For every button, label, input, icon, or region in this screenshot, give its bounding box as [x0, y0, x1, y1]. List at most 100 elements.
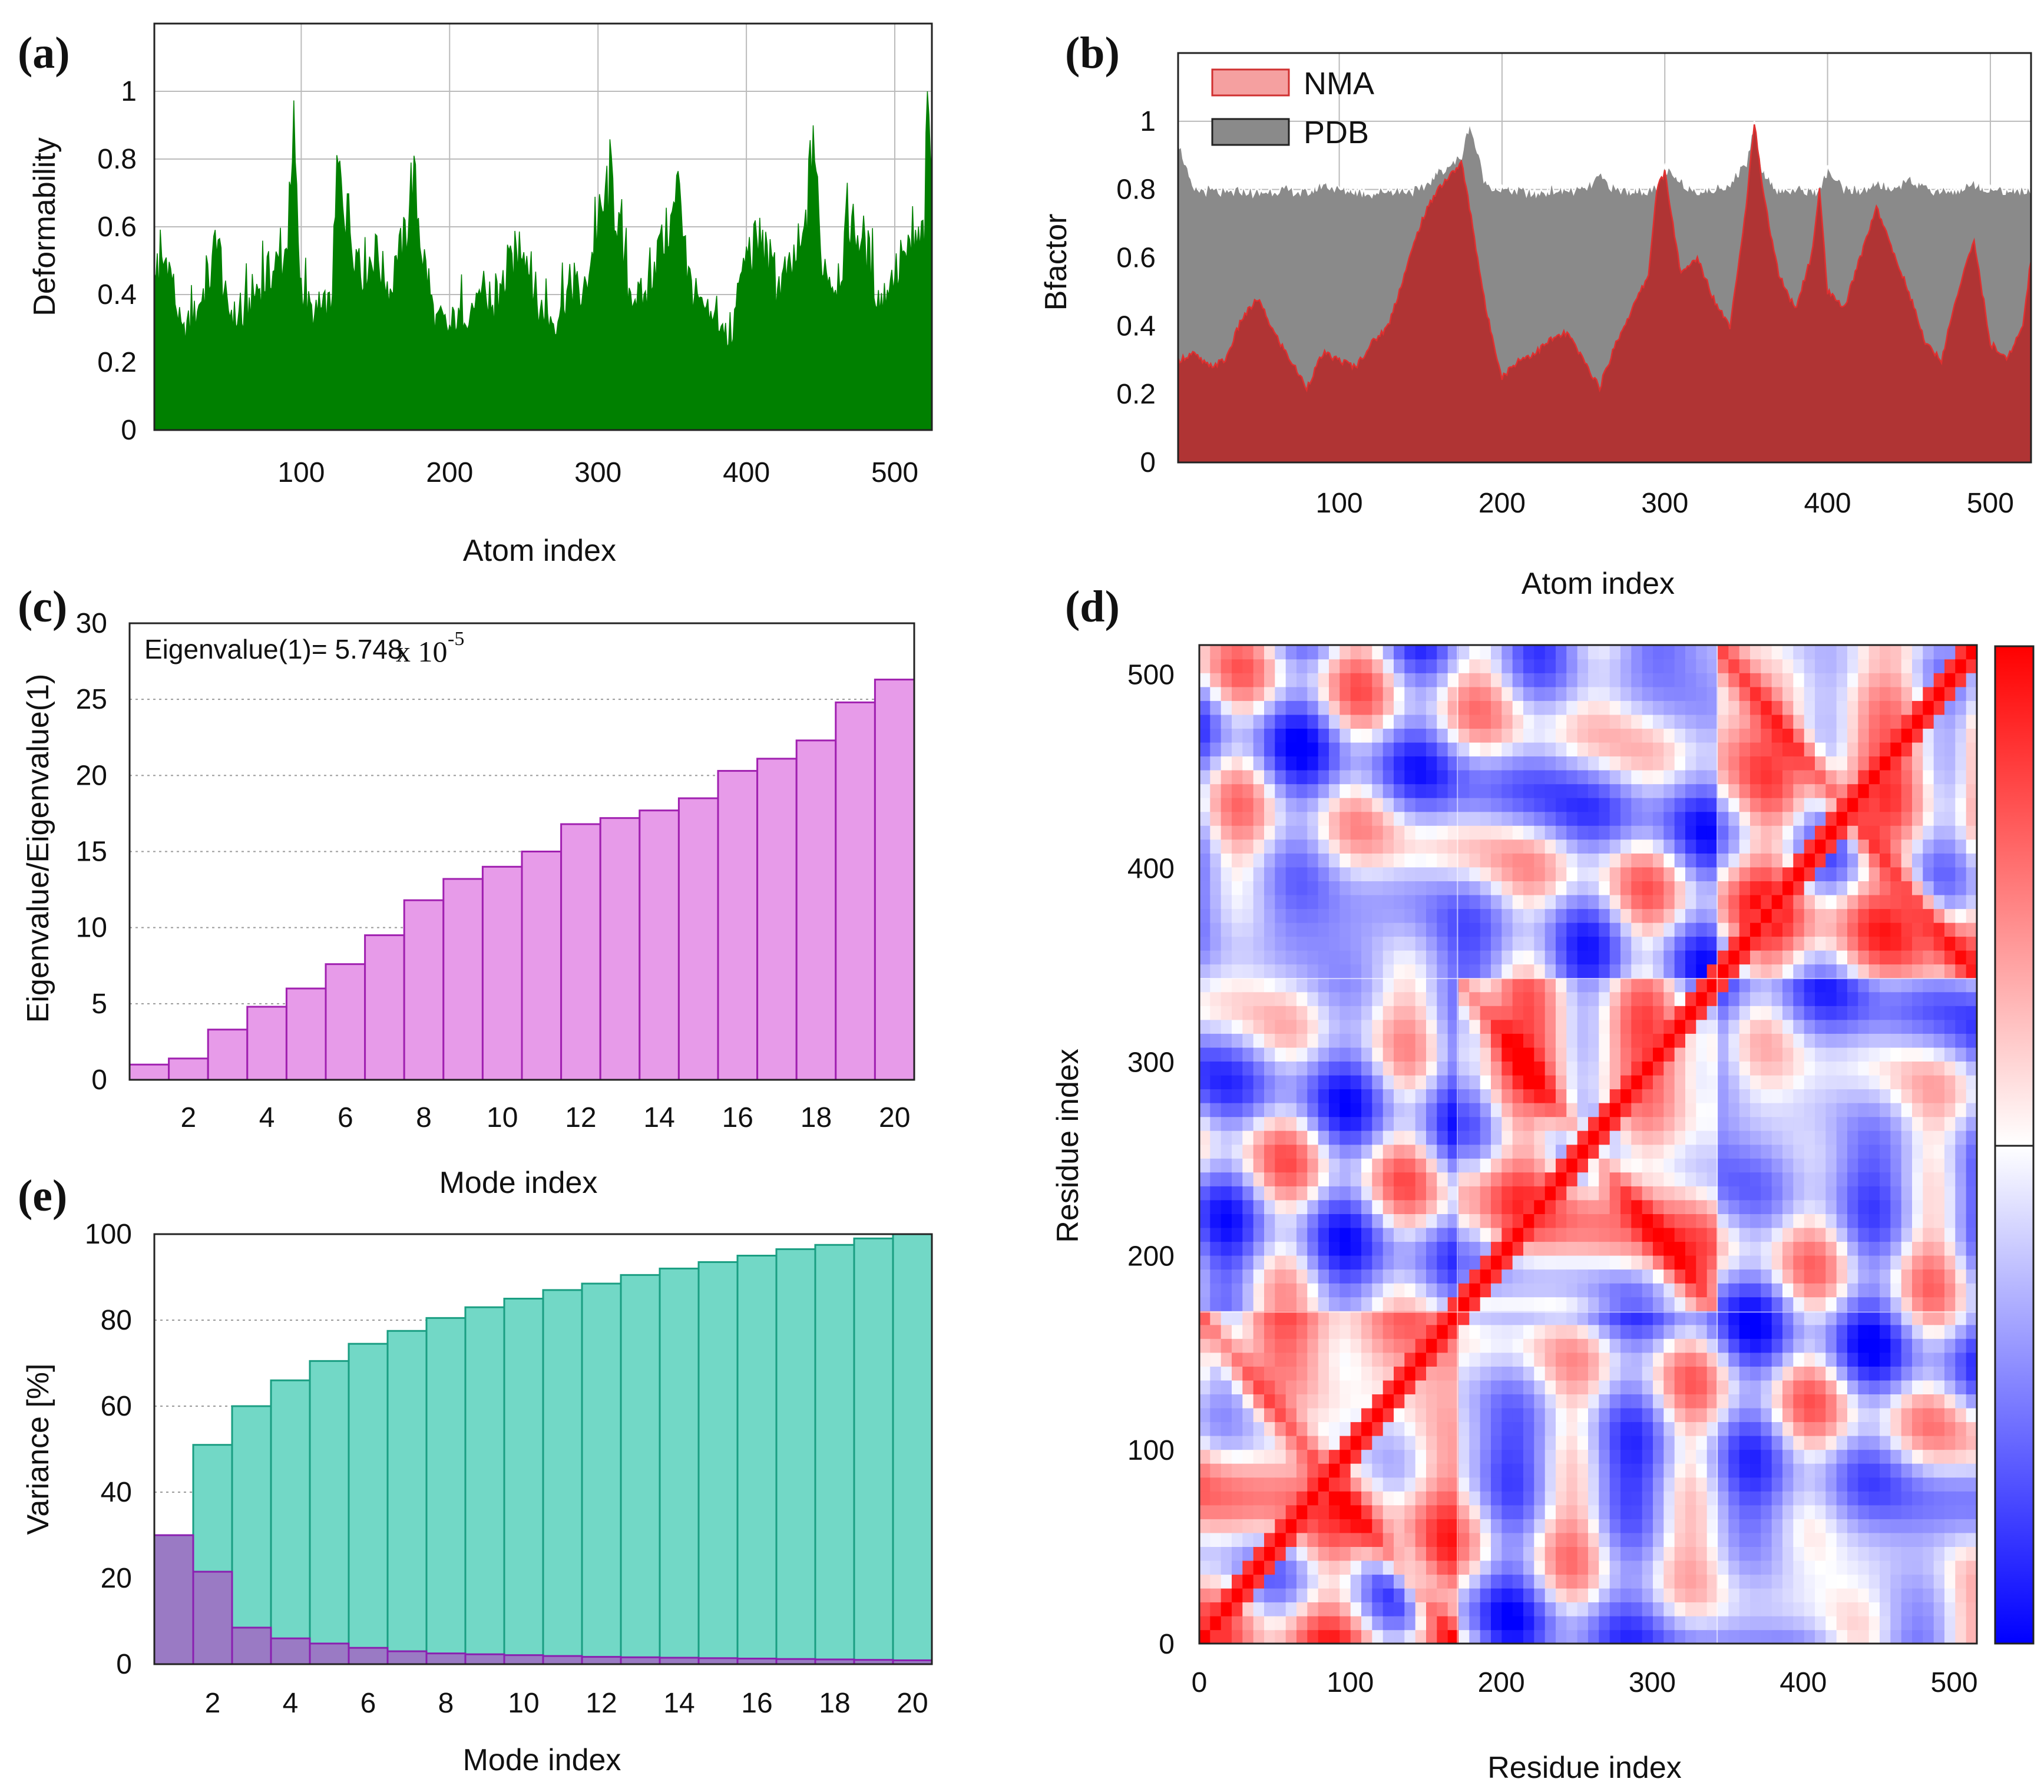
heatmap-cell: [1718, 1033, 1729, 1048]
heatmap-cell: [1739, 1491, 1751, 1506]
heatmap-cell: [1858, 1505, 1870, 1519]
heatmap-cell: [1728, 1588, 1740, 1603]
heatmap-cell: [1804, 1172, 1815, 1186]
heatmap-cell: [1815, 1588, 1827, 1603]
heatmap-cell: [1685, 1214, 1697, 1228]
heatmap-cell: [1577, 894, 1589, 910]
heatmap-cell: [1609, 1615, 1621, 1631]
heatmap-cell: [1437, 1074, 1448, 1090]
heatmap-cell: [1674, 1519, 1686, 1533]
heatmap-cell: [1232, 769, 1243, 785]
heatmap-cell: [1329, 1116, 1341, 1131]
c-y-tick-label: 30: [76, 608, 107, 639]
heatmap-cell: [1394, 950, 1405, 965]
heatmap-cell: [1556, 1615, 1567, 1631]
heatmap-cell: [1847, 1366, 1859, 1381]
b-y-tick-label: 0.4: [1116, 310, 1156, 342]
heatmap-cell: [1696, 1338, 1708, 1353]
heatmap-cell: [1275, 1158, 1286, 1173]
heatmap-cell: [1620, 1102, 1632, 1117]
heatmap-cell: [1631, 1311, 1643, 1325]
heatmap-cell: [1620, 714, 1632, 729]
heatmap-cell: [1275, 922, 1286, 937]
heatmap-cell: [1663, 1394, 1675, 1409]
heatmap-cell: [1339, 1338, 1351, 1353]
heatmap-cell: [1599, 686, 1610, 701]
heatmap-cell: [1825, 1615, 1837, 1631]
heatmap-cell: [1706, 714, 1718, 729]
heatmap-cell: [1296, 1297, 1308, 1311]
heatmap-cell: [1296, 950, 1308, 965]
heatmap-cell: [1599, 1033, 1610, 1048]
heatmap-cell: [1394, 1394, 1405, 1409]
heatmap-cell: [1372, 1297, 1384, 1311]
heatmap-cell: [1242, 1421, 1254, 1436]
heatmap-cell: [1631, 1546, 1643, 1561]
heatmap-cell: [1275, 978, 1286, 993]
heatmap-cell: [1620, 1602, 1632, 1616]
heatmap-cell: [1728, 1407, 1740, 1423]
heatmap-cell: [1847, 700, 1859, 715]
heatmap-cell: [1232, 1186, 1243, 1201]
heatmap-cell: [1458, 1074, 1470, 1090]
heatmap-cell: [1253, 673, 1265, 687]
heatmap-cell: [1620, 1199, 1632, 1214]
heatmap-cell: [1232, 1102, 1243, 1117]
c-y-tick-label: 5: [91, 988, 107, 1020]
heatmap-cell: [1901, 1629, 1913, 1644]
heatmap-cell: [1307, 964, 1319, 978]
heatmap-cell: [1718, 1629, 1729, 1644]
heatmap-cell: [1447, 964, 1459, 978]
heatmap-cell: [1631, 1324, 1643, 1339]
heatmap-cell: [1491, 1629, 1503, 1644]
c-annotation-base: x 10: [396, 635, 448, 668]
heatmap-cell: [1275, 1615, 1286, 1631]
heatmap-cell: [1696, 1282, 1708, 1298]
a-y-tick-label: 0.8: [97, 144, 137, 175]
heatmap-cell: [1868, 1366, 1880, 1381]
heatmap-cell: [1599, 1186, 1610, 1201]
heatmap-cell: [1339, 1449, 1351, 1464]
heatmap-cell: [1242, 922, 1254, 937]
heatmap-cell: [1631, 991, 1643, 1006]
heatmap-cell: [1264, 1546, 1276, 1561]
heatmap-cell: [1653, 1227, 1665, 1242]
heatmap-cell: [1631, 1282, 1643, 1298]
heatmap-cell: [1350, 1282, 1362, 1298]
heatmap-cell: [1912, 1505, 1924, 1519]
heatmap-cell: [1685, 1144, 1697, 1159]
heatmap-cell: [1609, 1380, 1621, 1394]
heatmap-cell: [1620, 1019, 1632, 1034]
heatmap-cell: [1663, 991, 1675, 1006]
heatmap-cell: [1221, 1214, 1232, 1228]
heatmap-cell: [1880, 1435, 1891, 1450]
heatmap-cell: [1426, 1199, 1438, 1214]
panel-label-b: (b): [1065, 28, 1120, 78]
heatmap-cell: [1728, 1116, 1740, 1131]
heatmap-cell: [1264, 1532, 1276, 1547]
heatmap-cell: [1825, 700, 1837, 715]
heatmap-cell: [1232, 839, 1243, 854]
c-x-tick-label: 4: [259, 1102, 275, 1133]
heatmap-cell: [1815, 1519, 1827, 1533]
heatmap-cell: [1318, 1421, 1329, 1436]
heatmap-cell: [1804, 1560, 1815, 1575]
heatmap-cell: [1253, 742, 1265, 757]
heatmap-cell: [1890, 673, 1902, 687]
heatmap-cell: [1901, 853, 1913, 868]
heatmap-cell: [1296, 1324, 1308, 1339]
heatmap-cell: [1458, 1241, 1470, 1256]
legend-label-nma: NMA: [1304, 66, 1374, 101]
heatmap-cell: [1880, 769, 1891, 785]
heatmap-cell: [1394, 1366, 1405, 1381]
heatmap-cell: [1447, 1407, 1459, 1423]
heatmap-cell: [1447, 1282, 1459, 1298]
heatmap-cell: [1761, 881, 1772, 895]
heatmap-cell: [1491, 1033, 1503, 1048]
heatmap-cell: [1739, 1519, 1751, 1533]
heatmap-cell: [1577, 1394, 1589, 1409]
cumulative-variance-bar: [814, 1244, 855, 1665]
heatmap-cell: [1382, 978, 1394, 993]
heatmap-cell: [1544, 673, 1556, 687]
heatmap-cell: [1663, 1006, 1675, 1020]
